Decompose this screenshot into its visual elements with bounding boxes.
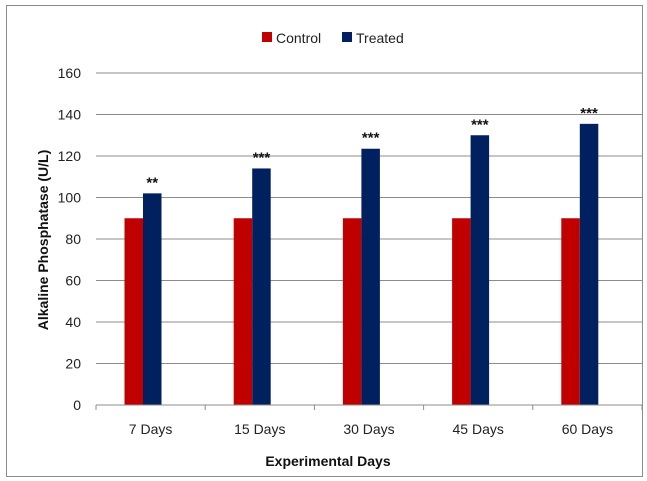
y-tick-label: 20 — [65, 356, 81, 372]
bar-treated-7-days — [143, 193, 162, 405]
y-tick-label: 60 — [65, 273, 81, 289]
y-tick-label: 120 — [58, 148, 82, 164]
legend-swatch-treated — [342, 32, 352, 42]
bar-control-30-days — [342, 218, 362, 405]
y-tick-label: 0 — [73, 397, 81, 413]
y-tick-label: 80 — [65, 231, 81, 247]
y-tick-label: 140 — [58, 107, 82, 123]
y-tick-label: 160 — [58, 65, 82, 81]
legend-label-treated: Treated — [356, 30, 404, 46]
bar-treated-30-days — [361, 148, 380, 406]
x-tick-label: 7 Days — [129, 421, 173, 437]
bar-treated-15-days — [252, 168, 271, 405]
x-axis-ticks: 7 Days 15 Days 30 Days 45 Days 60 Days — [95, 405, 643, 437]
bar-treated-45-days — [470, 135, 490, 405]
x-tick-label: 45 Days — [453, 421, 504, 437]
chart-frame — [6, 5, 643, 477]
y-tick-label: 40 — [65, 314, 81, 330]
x-tick-label: 15 Days — [234, 421, 285, 437]
x-axis-title: Experimental Days — [265, 453, 390, 469]
x-tick-label: 60 Days — [562, 421, 613, 437]
legend-label-control: Control — [276, 30, 321, 46]
bar-treated-60-days — [579, 123, 599, 406]
bar-control-60-days — [561, 218, 580, 405]
bars — [124, 123, 599, 406]
legend: Control Treated — [262, 30, 404, 46]
y-tick-label: 100 — [58, 190, 82, 206]
significance-label: ** — [146, 174, 158, 191]
significance-label: *** — [362, 130, 380, 147]
significance-labels: ************** — [146, 105, 598, 192]
significance-label: *** — [580, 105, 598, 122]
y-axis-title: Alkaline Phosphatase (U/L) — [35, 150, 51, 330]
bar-control-45-days — [452, 218, 471, 405]
significance-label: *** — [471, 116, 489, 133]
bar-control-7-days — [124, 218, 143, 405]
significance-label: *** — [253, 149, 271, 166]
legend-swatch-control — [262, 32, 272, 42]
bar-control-15-days — [233, 218, 253, 405]
x-tick-label: 30 Days — [343, 421, 394, 437]
y-axis-ticks: 0 20 40 60 80 100 120 140 160 — [58, 65, 82, 413]
